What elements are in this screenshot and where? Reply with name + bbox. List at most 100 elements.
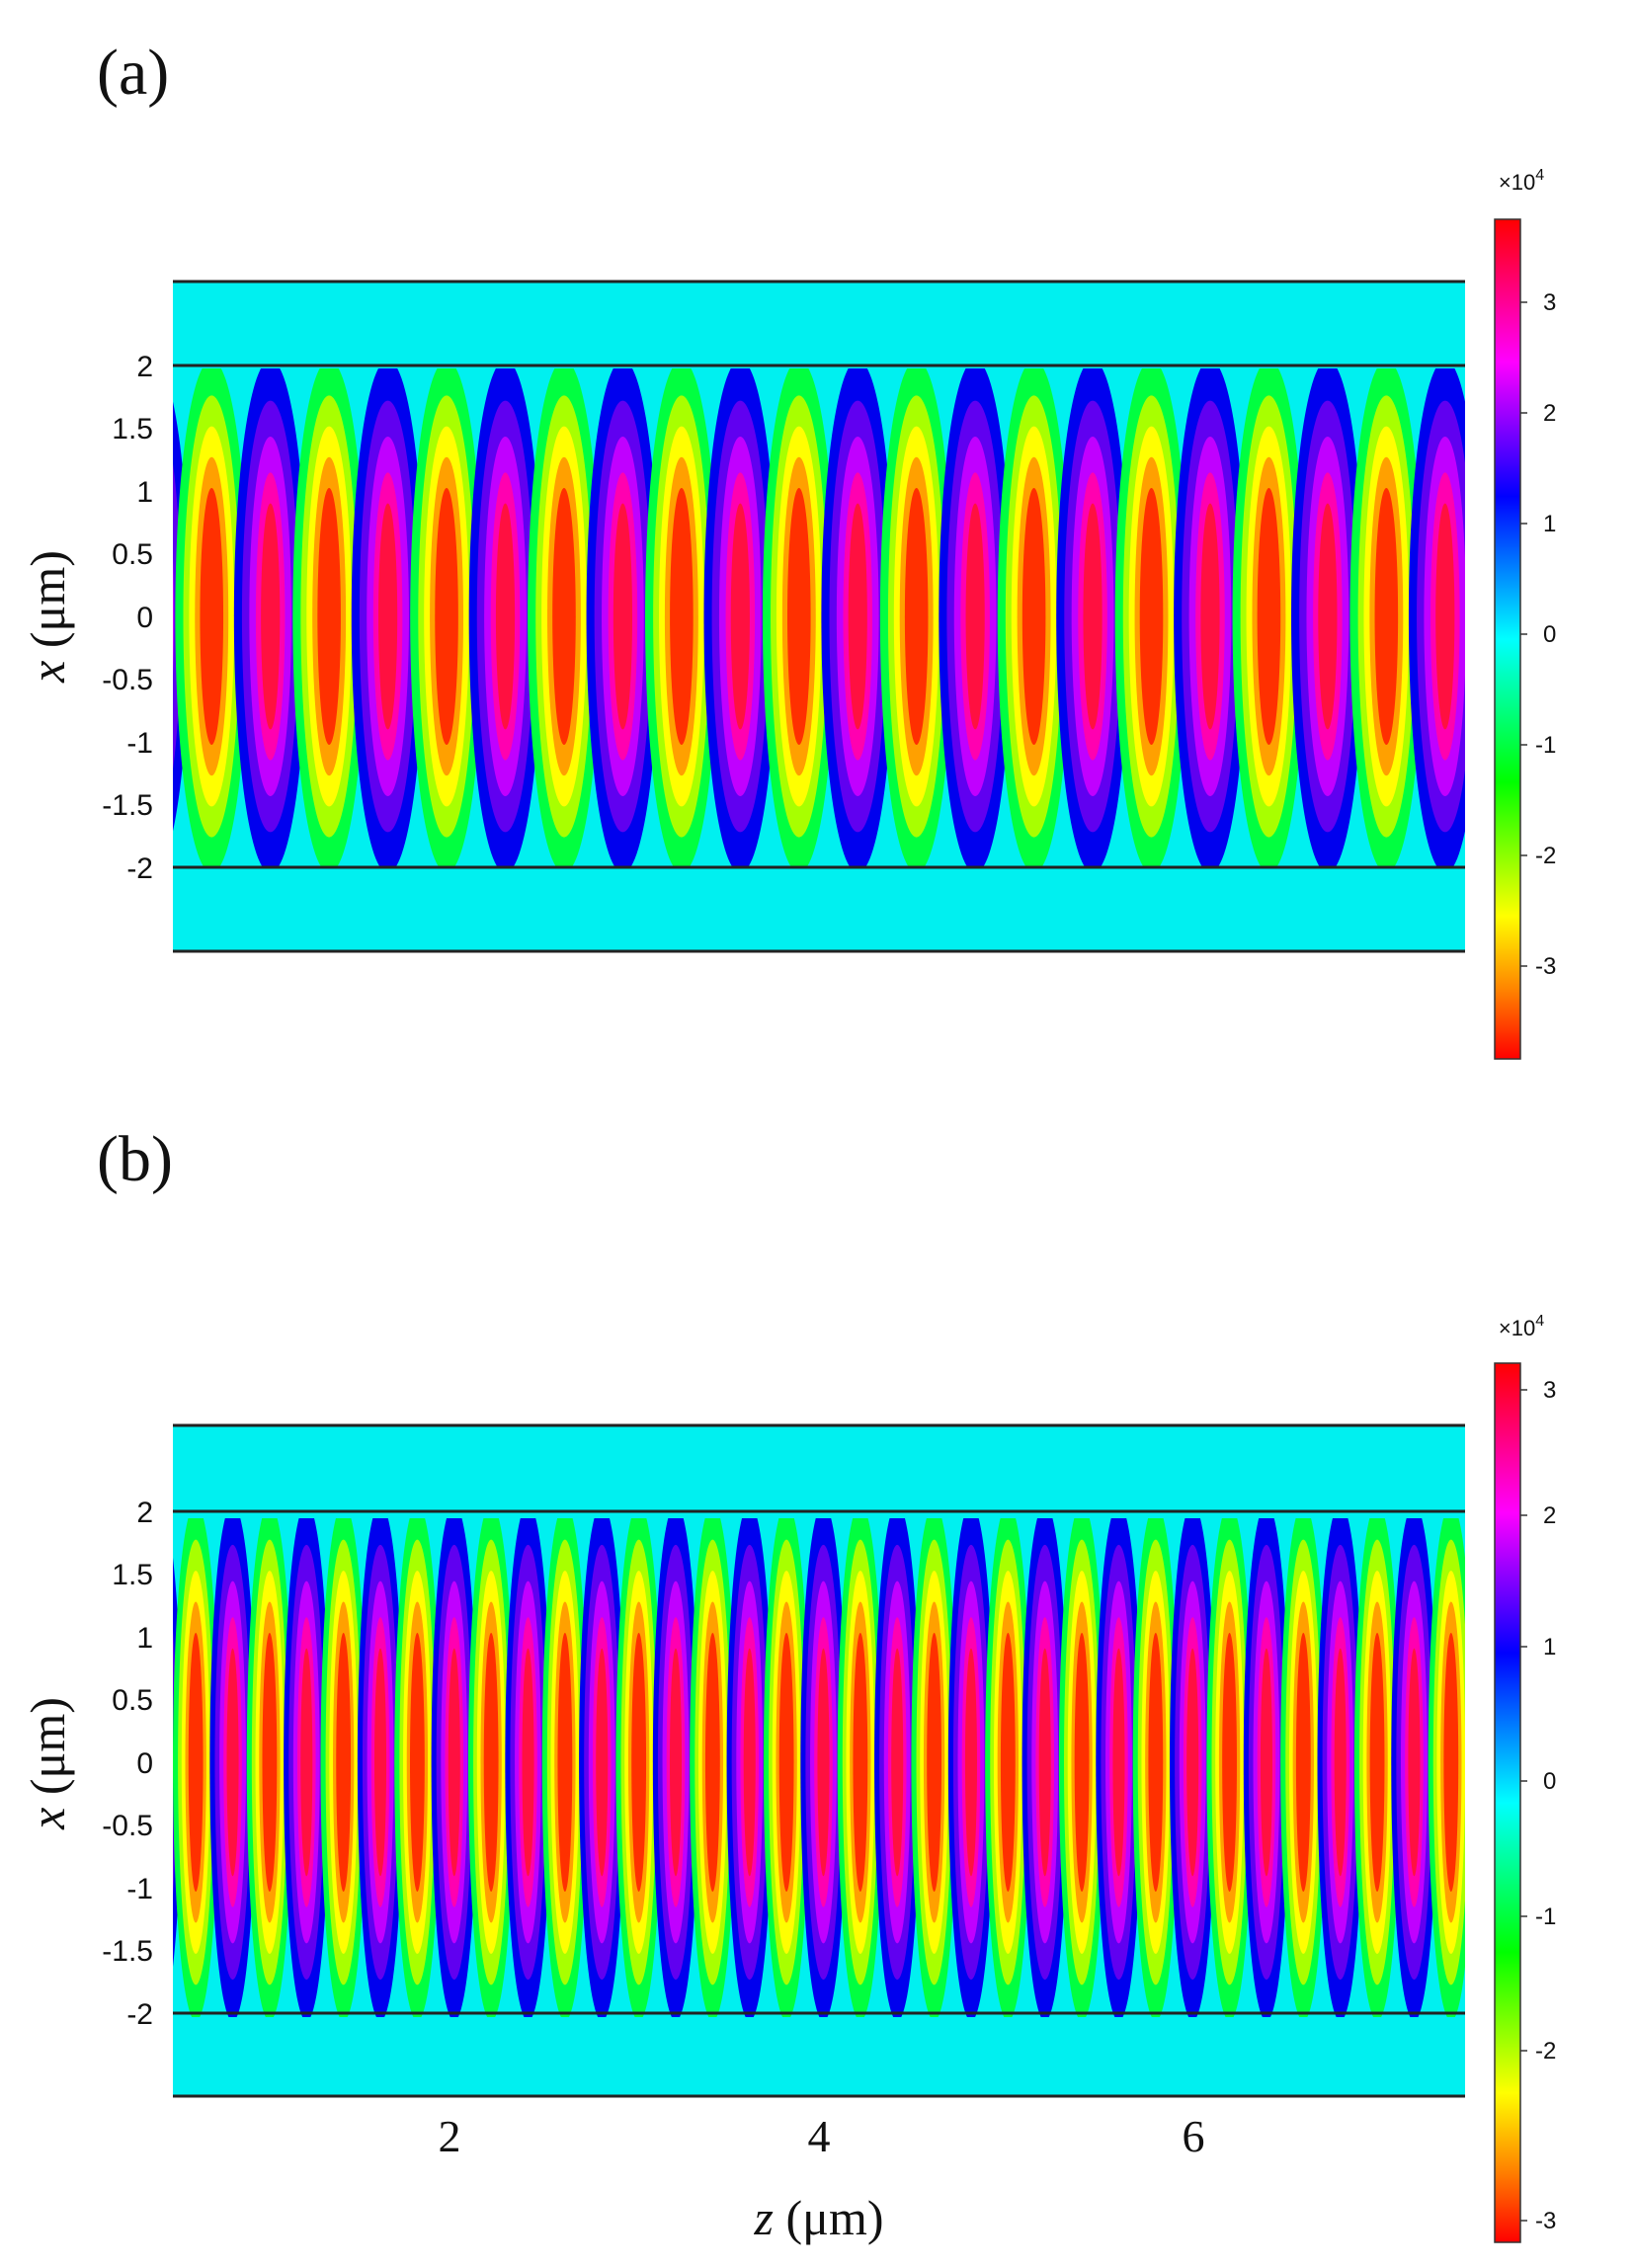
colorbar-tick-label: -2 — [1535, 2038, 1556, 2065]
x-tick-label: 4 — [808, 2111, 831, 2161]
panel-a: (a) 2 1.5 1 0.5 0 -0.5 -1 -1.5 -2 x (μm)… — [20, 37, 1599, 1060]
colorbar-gradient — [1494, 1362, 1521, 2243]
negative-field-lobe — [226, 1648, 239, 1877]
colorbar-gradient — [1494, 218, 1521, 1060]
negative-field-lobe — [964, 1648, 977, 1877]
negative-field-lobe — [1038, 1648, 1051, 1877]
x-tick-label: 6 — [1183, 2111, 1205, 2161]
negative-field-lobe — [965, 503, 985, 730]
positive-field-lobe — [1021, 488, 1046, 745]
y-tick-label: -2 — [126, 1998, 153, 2031]
colorbar-tick-label: 2 — [1543, 1502, 1556, 1529]
colorbar-tick-label: 2 — [1543, 400, 1556, 427]
positive-field-lobe — [1257, 488, 1281, 745]
negative-field-lobe — [522, 1648, 534, 1877]
negative-field-lobe — [1318, 503, 1338, 730]
y-tick-label: -1 — [126, 1873, 153, 1905]
panel-b-colorbar: ×104 3 2 1 0 -1 -2 -3 — [1494, 1313, 1556, 2243]
negative-field-lobe — [1534, 401, 1592, 833]
colorbar-multiplier: ×104 — [1499, 1313, 1544, 1340]
y-tick-label: 1.5 — [112, 1559, 153, 1591]
y-tick-label: -0.5 — [102, 1810, 153, 1842]
negative-field-lobe — [730, 503, 750, 730]
y-tick-label: 2 — [136, 1497, 153, 1529]
negative-field-lobe — [495, 503, 516, 730]
y-tick-label: 2 — [136, 351, 153, 383]
colorbar-tick-label: 3 — [1543, 289, 1556, 316]
panel-a-colorbar: ×104 3 2 1 0 -1 -2 -3 — [1494, 167, 1556, 1060]
positive-field-lobe — [1369, 1633, 1385, 1892]
negative-field-lobe — [1435, 503, 1455, 730]
positive-field-lobe — [704, 1633, 720, 1892]
x-tick-label: 2 — [439, 2111, 461, 2161]
negative-field-lobe — [613, 503, 632, 730]
panel-b-y-axis-title: x (μm) — [20, 1697, 75, 1830]
negative-field-lobe — [1482, 1649, 1494, 1877]
panel-b-x-axis-title: z (μm) — [754, 2190, 884, 2245]
negative-field-lobe — [848, 503, 867, 730]
negative-field-lobe — [1083, 503, 1103, 730]
colorbar-tick-label: 3 — [1543, 1377, 1556, 1404]
colorbar-tick-label: -1 — [1535, 1904, 1556, 1930]
y-tick-label: -1 — [126, 727, 153, 760]
negative-field-lobe — [1200, 503, 1220, 730]
negative-field-lobe — [1408, 1648, 1421, 1877]
positive-field-lobe — [483, 1633, 499, 1892]
negative-field-lobe — [817, 1648, 830, 1877]
positive-field-lobe — [552, 488, 576, 745]
colorbar-tick-label: -1 — [1535, 732, 1556, 759]
positive-field-lobe — [1148, 1633, 1164, 1892]
negative-field-lobe — [669, 1648, 683, 1877]
positive-field-lobe — [904, 488, 929, 745]
panel-a-field-bands — [173, 360, 1599, 873]
panel-b-field-bands — [153, 1518, 1494, 2017]
negative-field-lobe — [743, 1648, 756, 1877]
positive-field-lobe — [778, 1633, 794, 1892]
panel-b-x-ticks: 2 4 6 — [439, 2111, 1205, 2161]
panel-b-y-ticks: 2 1.5 1 0.5 0 -0.5 -1 -1.5 -2 — [102, 1497, 153, 2031]
negative-field-lobe — [448, 1648, 460, 1877]
y-tick-label: -1.5 — [102, 1935, 153, 1968]
panel-b: (b) 2 1.5 1 0.5 0 -0.5 -1 -1.5 -2 x (μm)… — [20, 1123, 1556, 2245]
colorbar-tick-label: 1 — [1543, 511, 1556, 537]
positive-field-lobe — [1295, 1633, 1311, 1892]
negative-field-lobe — [1526, 360, 1599, 873]
y-tick-label: 0 — [136, 1747, 153, 1780]
y-tick-label: 0.5 — [112, 1684, 153, 1717]
negative-field-lobe — [891, 1648, 904, 1877]
positive-field-lobe — [927, 1633, 942, 1892]
y-tick-label: 0 — [136, 602, 153, 634]
negative-field-lobe — [1112, 1648, 1125, 1877]
y-tick-label: 0.5 — [112, 538, 153, 571]
positive-field-lobe — [435, 488, 458, 745]
positive-field-lobe — [1074, 1633, 1090, 1892]
negative-field-lobe — [1334, 1648, 1347, 1877]
positive-field-lobe — [557, 1633, 573, 1892]
negative-field-lobe — [378, 503, 398, 730]
negative-field-lobe — [596, 1648, 609, 1877]
positive-field-lobe — [1000, 1633, 1016, 1892]
positive-field-lobe — [188, 1633, 204, 1892]
negative-field-lobe — [153, 1649, 165, 1877]
negative-field-lobe — [1186, 1648, 1199, 1877]
colorbar-tick-label: -3 — [1535, 2208, 1556, 2234]
panel-a-y-axis-title: x (μm) — [20, 550, 75, 684]
positive-field-lobe — [1222, 1633, 1237, 1892]
panel-a-label: (a) — [97, 37, 169, 109]
positive-field-lobe — [200, 488, 224, 745]
colorbar-tick-label: -2 — [1535, 843, 1556, 869]
positive-field-lobe — [1374, 488, 1399, 745]
positive-field-lobe — [317, 488, 341, 745]
y-tick-label: -0.5 — [102, 664, 153, 696]
y-tick-label: 1 — [136, 476, 153, 509]
positive-field-lobe — [409, 1633, 425, 1892]
negative-field-lobe — [173, 557, 175, 676]
negative-field-lobe — [374, 1648, 387, 1877]
colorbar-multiplier: ×104 — [1499, 167, 1544, 195]
colorbar-ticks — [1520, 1389, 1527, 2222]
positive-field-lobe — [670, 488, 694, 745]
colorbar-tick-label: 1 — [1543, 1634, 1556, 1660]
positive-field-lobe — [1443, 1633, 1459, 1892]
positive-field-lobe — [336, 1633, 352, 1892]
